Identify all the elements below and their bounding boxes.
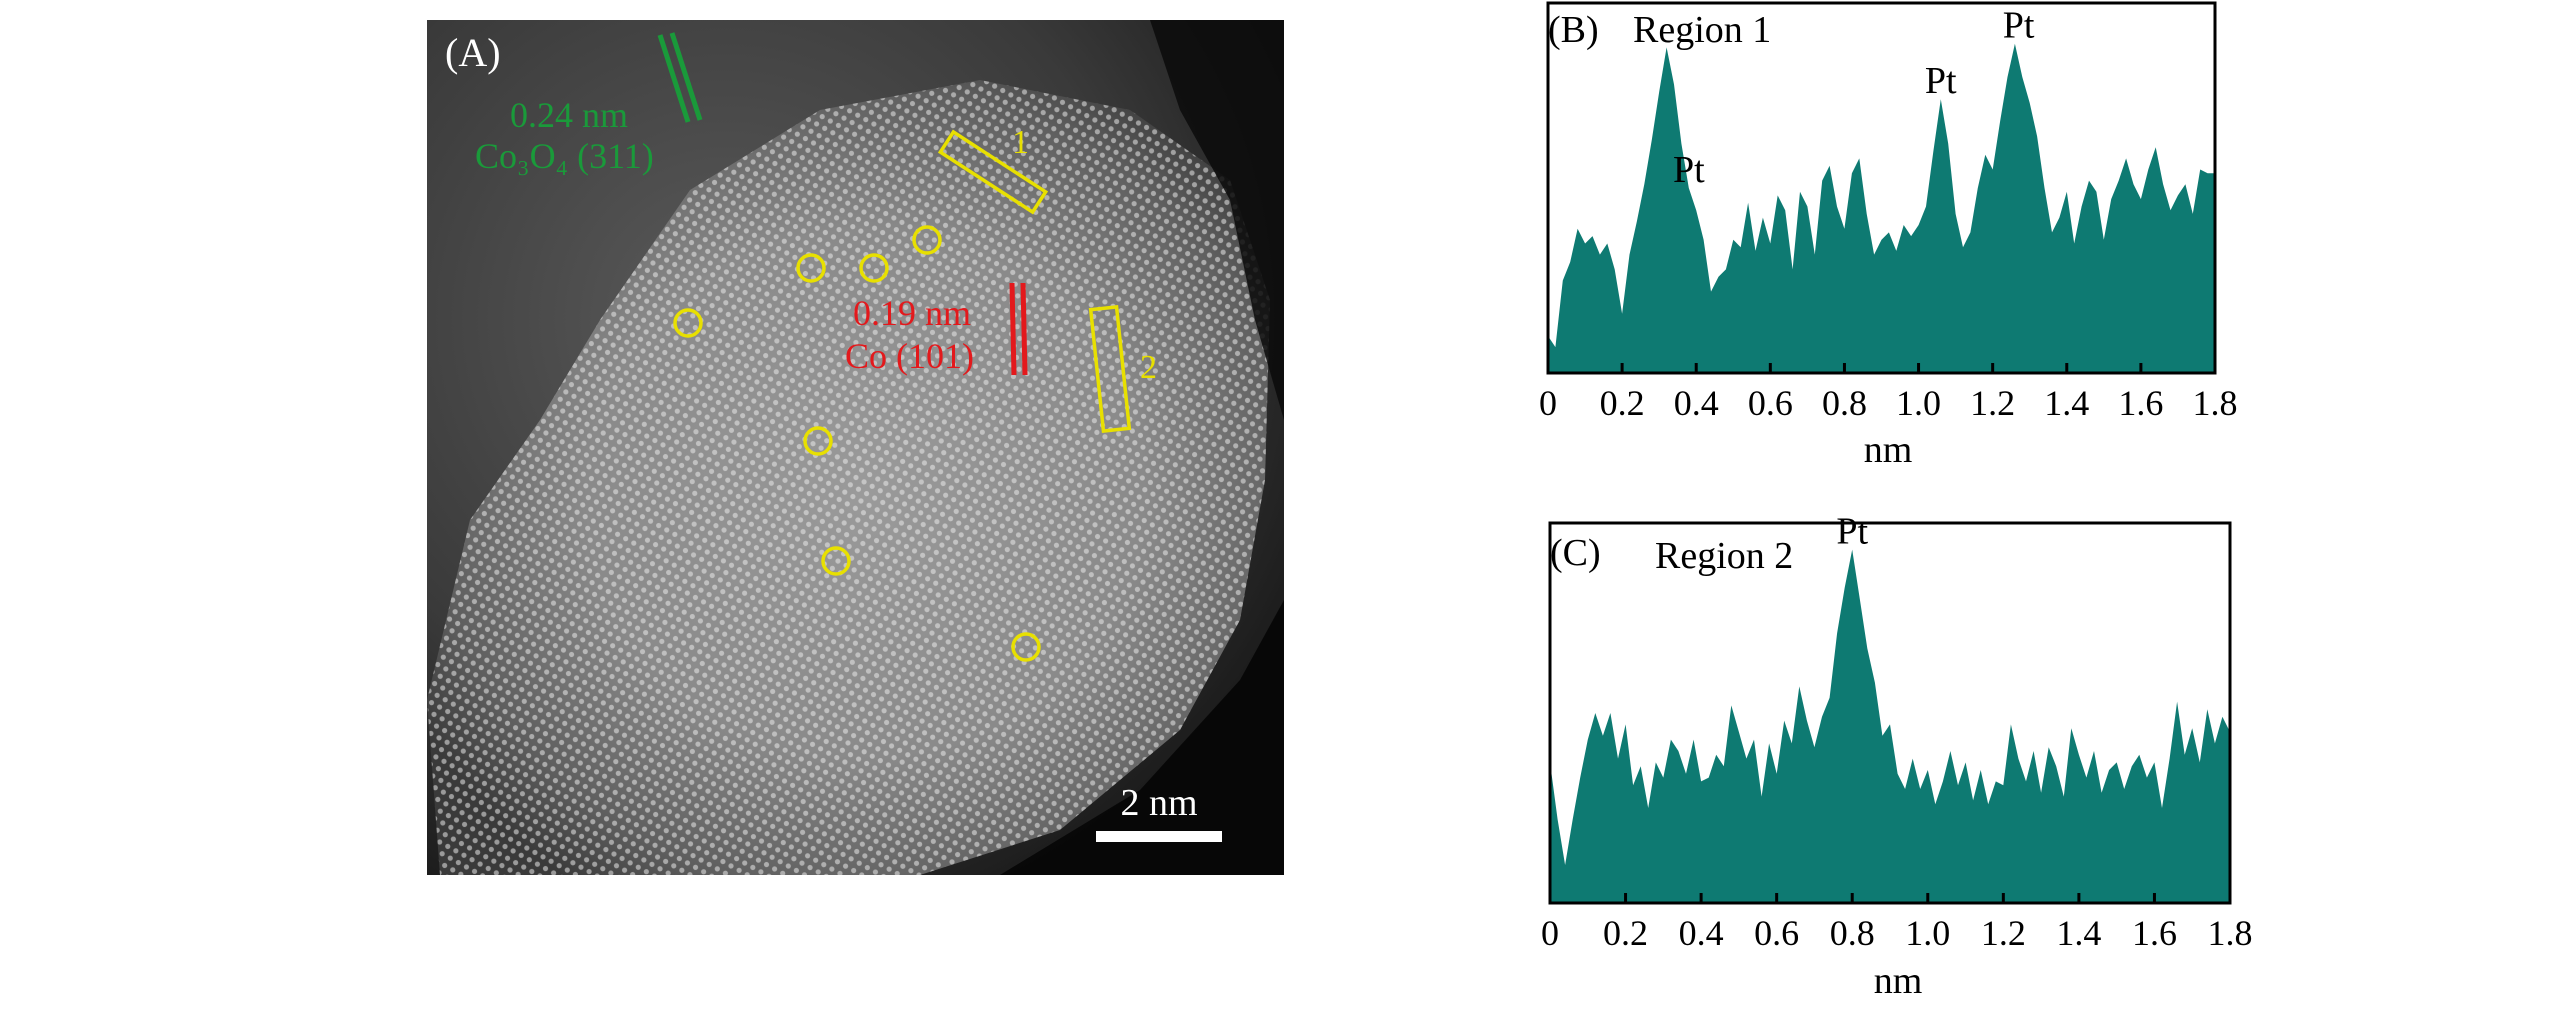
x-tick-label: 1.2: [1981, 913, 2026, 953]
green-fringe-marker: [657, 32, 703, 123]
region-2-intensity-area: [1550, 549, 2230, 903]
line-scan-box-1: [937, 129, 1049, 215]
panel-b-x-label: nm: [1864, 429, 1913, 471]
x-tick-label: 0.8: [1822, 383, 1867, 423]
line-scan-box-2: [1088, 305, 1132, 433]
panel-b-title: Region 1: [1633, 9, 1771, 51]
single-atom-circle: [912, 225, 942, 255]
green-plane-label: Co₃O₄ (311): [475, 136, 654, 176]
x-tick-label: 0: [1541, 913, 1559, 953]
x-tick-label: 1.6: [2118, 383, 2163, 423]
x-tick-label: 0.6: [1754, 913, 1799, 953]
panel-c-title: Region 2: [1655, 535, 1793, 577]
scale-bar: [1096, 831, 1222, 842]
red-fringe-marker: [1009, 282, 1028, 376]
x-tick-label: 0.2: [1603, 913, 1648, 953]
atomic-lattice: [427, 80, 1270, 875]
single-atom-circle: [1011, 632, 1041, 662]
panel-a-stem-image: [427, 20, 1284, 875]
panel-b-line-profile: (B) Region 1 0 0.2 0.4 0.6 0.8 1.0 1.2 1.4 1.6 1.…: [1539, 1, 2238, 471]
x-tick-label: 0.6: [1748, 383, 1793, 423]
x-tick-label: 1.8: [2208, 913, 2253, 953]
single-atom-circle: [821, 546, 851, 576]
peak-annotation-pt: Pt: [1836, 511, 1868, 553]
x-tick-label: 1.8: [2193, 383, 2238, 423]
panel-c-frame: [1548, 521, 2232, 905]
x-tick-label: 1.0: [1896, 383, 1941, 423]
peak-annotation-pt: Pt: [1673, 149, 1705, 191]
panel-c-label: (C): [1550, 532, 1601, 574]
single-atom-circle: [673, 308, 703, 338]
panel-c-x-axis: 0 0.2 0.4 0.6 0.8 1.0 1.2 1.4 1.6 1.8: [1541, 893, 2253, 953]
panel-b-label: (B): [1548, 9, 1599, 51]
red-spacing-label: 0.19 nm: [853, 293, 971, 333]
x-tick-label: 1.2: [1970, 383, 2015, 423]
x-tick-label: 1.0: [1905, 913, 1950, 953]
x-tick-label: 1.4: [2044, 383, 2089, 423]
single-atom-markers: [673, 225, 1041, 662]
x-tick-label: 0.4: [1679, 913, 1724, 953]
peak-annotation-pt: Pt: [2003, 5, 2035, 47]
single-atom-circle: [796, 253, 826, 283]
panel-b-annotations: Pt Pt Pt: [1673, 5, 2035, 191]
panel-a-label: (A): [445, 30, 501, 75]
panel-c-x-label: nm: [1874, 960, 1923, 1002]
green-spacing-label: 0.24 nm: [510, 95, 628, 135]
region-1-intensity-area: [1548, 43, 2215, 373]
panel-c-annotations: Pt: [1836, 511, 1868, 553]
dark-corner-bottom-right: [1000, 600, 1284, 875]
x-tick-label: 1.6: [2132, 913, 2177, 953]
x-tick-label: 1.4: [2056, 913, 2101, 953]
scale-bar-label: 2 nm: [1120, 782, 1197, 824]
box-1-label: 1: [1012, 124, 1029, 161]
x-tick-label: 0.8: [1830, 913, 1875, 953]
box-2-label: 2: [1140, 349, 1157, 386]
single-atom-circle: [803, 426, 833, 456]
red-plane-label: Co (101): [845, 336, 974, 376]
dark-corner-top-right: [1150, 20, 1284, 420]
x-tick-label: 0.4: [1674, 383, 1719, 423]
panel-b-x-axis: 0 0.2 0.4 0.6 0.8 1.0 1.2 1.4 1.6 1.8: [1539, 363, 2238, 423]
x-tick-label: 0: [1539, 383, 1557, 423]
panel-b-frame: [1546, 1, 2217, 375]
panel-c-line-profile: (C) Region 2 0 0.2 0.4 0.6 0.8 1.0 1.2 1.4 1.6 1.…: [1541, 511, 2253, 1002]
peak-annotation-pt: Pt: [1925, 60, 1957, 102]
x-tick-label: 0.2: [1600, 383, 1645, 423]
single-atom-circle: [859, 253, 889, 283]
